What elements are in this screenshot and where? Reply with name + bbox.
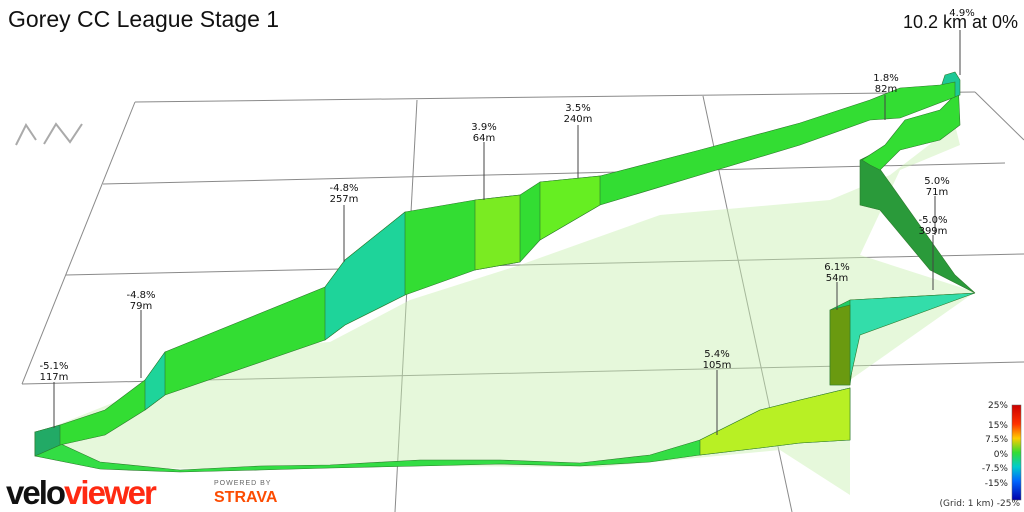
annotation-10: -5.1% 117m [39,361,68,383]
legend-tick: 7.5% [985,435,1008,445]
powered-by-label: POWERED BY [214,480,272,487]
strava-logo[interactable]: STRAVA [214,489,278,506]
annotation-length: 117m [40,372,69,383]
annotation-8: -4.8% 79m [126,290,155,312]
annotation-gradient: 1.8% [873,73,898,84]
grid-scale-note: (Grid: 1 km) -25% [939,499,1020,509]
annotation-gradient: -5.0% [918,215,947,226]
annotation-gradient: 4.9% [949,8,974,19]
route-shadow [40,125,975,495]
annotation-length: 71m [926,187,948,198]
annotation-4: -4.8% 257m [329,183,358,205]
veloviewer-logo[interactable]: veloviewer [6,474,157,512]
chart-title: Gorey CC League Stage 1 [8,6,280,32]
legend-tick: 0% [994,450,1009,460]
logo-viewer: viewer [64,474,157,511]
legend-colorbar [1011,404,1022,501]
annotation-length: 54m [826,273,848,284]
annotation-length: 240m [564,114,593,125]
annotation-length: 82m [875,84,897,95]
annotation-length: 64m [473,133,495,144]
annotation-length: 79m [130,301,152,312]
annotation-length: 257m [330,194,359,205]
annotation-gradient: 3.9% [471,122,496,133]
legend-tick: -15% [985,479,1009,489]
annotation-summit: 4.9% [949,8,974,19]
annotation-gradient: -4.8% [126,290,155,301]
annotation-labels: 4.9% 1.8% 82m 3.5% 240m 3.9% 64m -4.8% 2… [39,8,974,383]
annotation-gradient: 6.1% [824,262,849,273]
legend-tick: -7.5% [982,464,1009,474]
annotation-gradient: -4.8% [329,183,358,194]
annotation-length: 399m [919,226,948,237]
annotation-5: 5.0% 71m [924,176,949,198]
annotation-length: 105m [703,360,732,371]
annotation-7: 6.1% 54m [824,262,849,284]
route-ribbon [34,71,976,473]
annotation-3: 3.9% 64m [471,122,496,144]
legend-tick: 15% [988,421,1008,431]
annotation-leaders [53,30,961,435]
annotation-6: -5.0% 399m [918,215,947,237]
annotation-gradient: -5.1% [39,361,68,372]
annotation-gradient: 5.0% [924,176,949,187]
annotation-9: 5.4% 105m [703,349,732,371]
gradient-legend: 25% 15% 7.5% 0% -7.5% -15% [982,401,1022,501]
north-arrow-icon [15,122,83,146]
annotation-1: 1.8% 82m [873,73,898,95]
legend-tick: 25% [988,401,1008,411]
annotation-gradient: 3.5% [565,103,590,114]
annotation-gradient: 5.4% [704,349,729,360]
route-summary: 10.2 km at 0% [902,12,1018,32]
annotation-2: 3.5% 240m [564,103,593,125]
logo-velo: velo [6,474,66,511]
